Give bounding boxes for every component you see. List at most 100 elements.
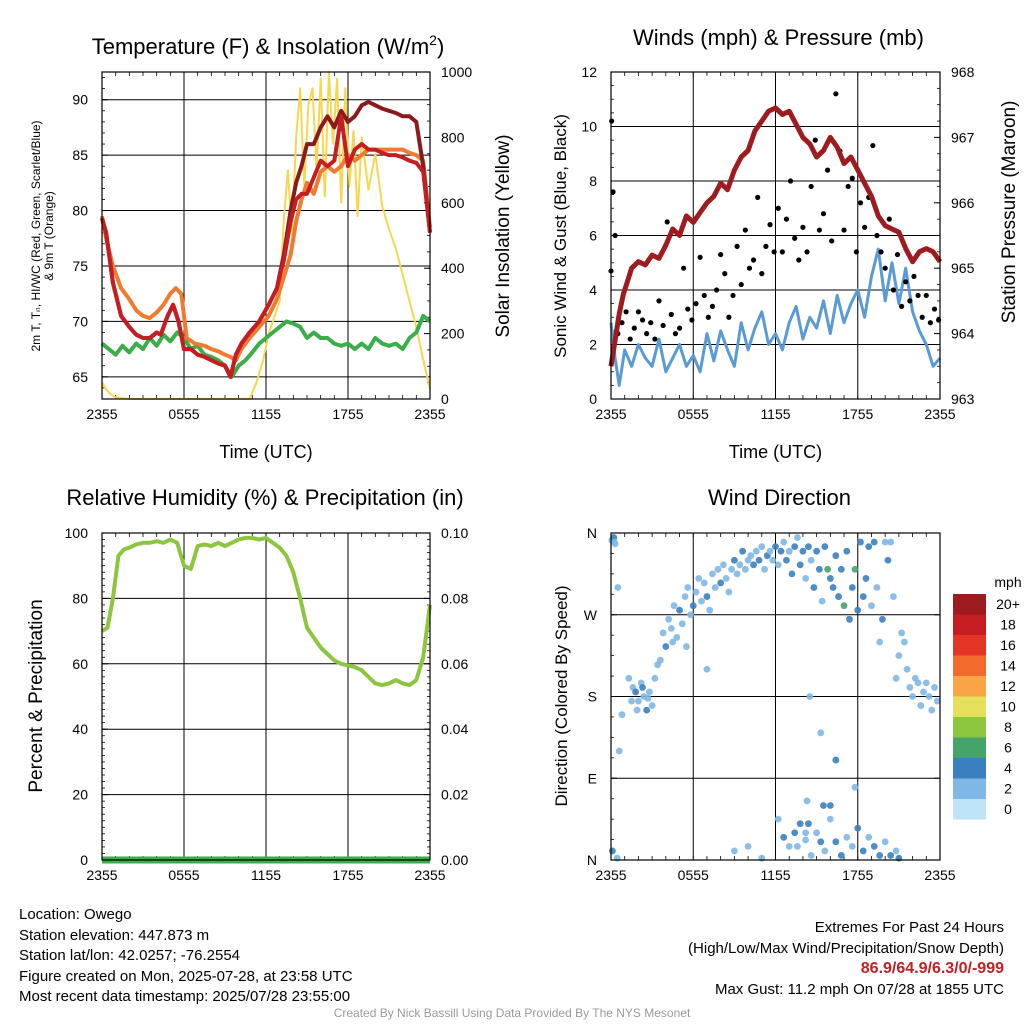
chart-title: Temperature (F) & Insolation (W/m2) xyxy=(92,32,445,59)
direction-point xyxy=(796,820,804,828)
gust-point xyxy=(750,257,757,263)
y-tick-label: 60 xyxy=(72,656,88,672)
direction-point xyxy=(859,593,867,600)
direction-point xyxy=(791,829,799,837)
plot-border xyxy=(101,532,431,861)
direction-point xyxy=(817,729,825,737)
series-line-sonic-wind xyxy=(609,247,942,387)
gust-point xyxy=(627,336,633,342)
y-axis-label-line: 2m T, Tₙ, HI/WC (Red, Green, Scarlet/Blu… xyxy=(29,120,43,351)
gust-point xyxy=(775,205,781,211)
direction-point xyxy=(665,615,672,623)
gust-point xyxy=(664,219,670,225)
direction-point xyxy=(673,634,681,641)
plot-border xyxy=(610,71,941,400)
extremes-info: Extremes For Past 24 Hours (High/Low/Max… xyxy=(688,918,1004,1000)
direction-point xyxy=(794,534,801,541)
direction-point xyxy=(645,688,653,696)
direction-point xyxy=(868,602,875,610)
direction-point xyxy=(667,624,675,632)
colorbar-label: 18 xyxy=(1000,617,1016,633)
direction-point xyxy=(730,847,738,855)
gust-point xyxy=(656,298,662,304)
x-tick-label: 0555 xyxy=(678,406,709,422)
colorbar-label: 4 xyxy=(1004,760,1012,776)
series-line-2m-t xyxy=(100,114,432,379)
direction-point xyxy=(656,656,664,664)
direction-point xyxy=(785,547,793,555)
chart-title: Winds (mph) & Pressure (mb) xyxy=(633,25,924,50)
direction-point xyxy=(670,602,678,610)
direction-point xyxy=(848,584,856,591)
direction-point xyxy=(689,602,697,610)
direction-point xyxy=(851,783,859,791)
y2-tick-label: 0.00 xyxy=(441,852,468,868)
x-tick-label: 0555 xyxy=(678,867,709,883)
gust-point xyxy=(648,320,654,326)
gust-point xyxy=(693,301,699,307)
direction-point xyxy=(635,697,642,705)
direction-point xyxy=(722,575,730,582)
direction-point xyxy=(717,579,725,587)
y-axis-label: 2m T, Tₙ, HI/WC (Red, Green, Scarlet/Blu… xyxy=(29,120,56,351)
direction-point xyxy=(802,836,810,844)
direction-point xyxy=(821,847,829,855)
x-tick-label: 2355 xyxy=(86,867,117,883)
direction-point xyxy=(881,538,889,546)
direction-point xyxy=(887,538,895,546)
direction-point xyxy=(835,593,842,600)
y-axis-label: Direction (Colored By Speed) xyxy=(552,585,571,806)
x-tick-label: 0555 xyxy=(168,867,199,883)
x-tick-label: 2355 xyxy=(86,406,117,422)
extremes-subtitle: (High/Low/Max Wind/Precipitation/Snow De… xyxy=(688,939,1004,957)
direction-point xyxy=(625,674,633,682)
y-tick-label: 10 xyxy=(581,119,597,135)
direction-point xyxy=(870,538,878,546)
direction-point xyxy=(720,561,727,569)
colorbar-label: 10 xyxy=(1000,699,1016,715)
y2-tick-label: 1000 xyxy=(441,64,472,80)
colorbar-swatch xyxy=(953,614,986,635)
colorbar-swatch xyxy=(953,799,986,820)
colorbar: mph 20+ 18 16 14 12 10 8 6 4 2 0 xyxy=(953,574,1022,820)
y-tick-label: 2 xyxy=(589,337,597,353)
colorbar-swatch xyxy=(953,655,986,676)
timestamp-text: Most recent data timestamp: 2025/07/28 2… xyxy=(19,988,351,1005)
gust-point xyxy=(713,287,720,293)
direction-point xyxy=(865,543,873,551)
direction-point xyxy=(815,565,823,573)
direction-point xyxy=(681,593,689,600)
direction-point xyxy=(881,838,889,846)
direction-point xyxy=(813,829,821,837)
direction-point xyxy=(826,815,834,823)
direction-point xyxy=(676,606,683,614)
x-tick-label: 1155 xyxy=(251,867,281,883)
x-tick-label: 1755 xyxy=(842,867,873,883)
gust-point xyxy=(639,317,646,323)
gust-point xyxy=(841,227,847,233)
station-info: Location: Owego Station elevation: 447.8… xyxy=(19,905,353,1008)
gust-point xyxy=(722,271,728,277)
y-tick-label: 0 xyxy=(589,391,597,407)
gust-point xyxy=(792,235,798,241)
gust-point xyxy=(804,249,810,255)
direction-point xyxy=(736,561,744,569)
chart-title: Wind Direction xyxy=(708,485,851,510)
gust-point xyxy=(734,243,740,249)
direction-point xyxy=(611,538,618,546)
direction-point xyxy=(843,833,851,841)
gust-point xyxy=(919,314,925,320)
y2-tick-label: 0.06 xyxy=(441,656,468,672)
direction-point xyxy=(766,547,774,555)
direction-point xyxy=(794,842,801,850)
direction-point xyxy=(774,561,782,569)
direction-point xyxy=(700,579,708,587)
y-tick-label: N xyxy=(587,525,597,541)
series-line-dew-point xyxy=(100,313,432,379)
direction-point xyxy=(618,711,626,719)
y2-axis-label: Solar Insolation (Yellow) xyxy=(493,134,514,337)
gust-point xyxy=(903,279,909,285)
direction-point xyxy=(859,847,867,855)
series-line-relative-humidity xyxy=(100,535,432,688)
y-tick-label: 20 xyxy=(72,787,88,803)
